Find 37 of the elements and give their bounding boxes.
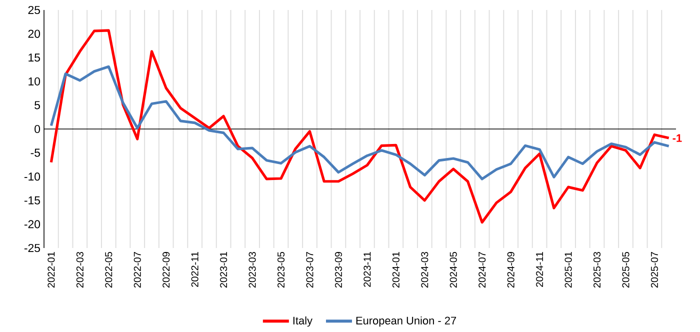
y-tick-label: 5	[34, 101, 40, 110]
x-tick-label: 2024-11	[536, 252, 544, 287]
y-tick-label: -10	[24, 172, 40, 181]
x-tick-label: 2023-09	[334, 252, 342, 288]
y-tick-label: 15	[28, 54, 40, 62]
y-tick-label: 0	[34, 124, 40, 134]
x-tick-label: 2025-05	[622, 252, 630, 288]
x-tick-label: 2022-01	[48, 252, 55, 288]
x-tick-label: 2023-07	[306, 252, 314, 288]
annotation: -1	[672, 134, 682, 142]
x-tick-label: 2024-09	[507, 252, 514, 288]
y-tick-label: -25	[24, 244, 40, 252]
x-tick-label: 2023-05	[277, 252, 285, 288]
x-tick-label: 2025-01	[564, 252, 572, 288]
x-tick-label: 2025-03	[593, 252, 601, 288]
y-tick-label: 25	[28, 6, 40, 14]
line-series	[50, 65, 670, 180]
x-tick-label: 2022-09	[162, 252, 170, 288]
y-tick-label: -20	[24, 220, 40, 228]
x-tick-label: 2024-05	[450, 252, 457, 288]
x-tick-label: 2023-11	[364, 252, 371, 287]
x-tick-label: 2025-07	[650, 252, 658, 288]
legend-label: European Union - 27	[356, 316, 456, 327]
y-tick-label: -15	[24, 196, 40, 204]
x-tick-label: 2022-07	[134, 252, 141, 288]
legend-label: Italy	[293, 316, 312, 327]
x-tick-label: 2022-05	[105, 252, 112, 288]
y-tick-label: 20	[28, 30, 40, 38]
x-tick-label: 2023-03	[248, 252, 256, 288]
x-tick-label: 2024-07	[478, 252, 486, 288]
x-tick-label: 2022-03	[76, 252, 84, 288]
y-tick-label: -5	[30, 148, 40, 157]
x-tick-label: 2024-01	[392, 252, 400, 288]
y-tick-label: 10	[28, 77, 40, 86]
x-tick-label: 2023-01	[220, 252, 228, 288]
x-tick-label: 2022-11	[191, 252, 198, 287]
x-tick-label: 2024-03	[421, 252, 428, 288]
